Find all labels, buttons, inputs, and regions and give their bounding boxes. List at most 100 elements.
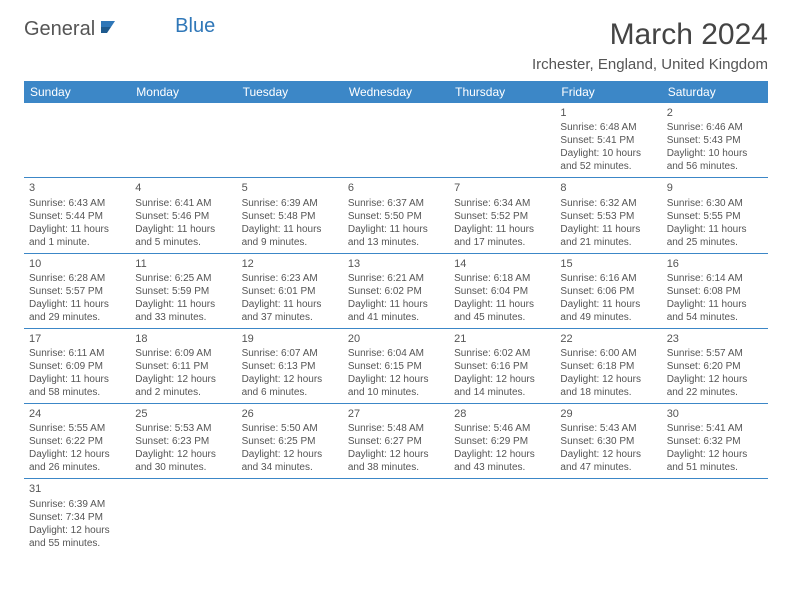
day-info: Sunset: 5:59 PM — [135, 285, 231, 298]
calendar-day: 24Sunrise: 5:55 AMSunset: 6:22 PMDayligh… — [24, 404, 130, 479]
calendar-day — [449, 103, 555, 178]
day-info: Daylight: 12 hours — [454, 448, 550, 461]
day-header: Thursday — [449, 81, 555, 103]
calendar-day: 16Sunrise: 6:14 AMSunset: 6:08 PMDayligh… — [662, 253, 768, 328]
calendar-day — [24, 103, 130, 178]
calendar-day: 12Sunrise: 6:23 AMSunset: 6:01 PMDayligh… — [237, 253, 343, 328]
day-number: 26 — [242, 407, 338, 421]
day-number: 15 — [560, 257, 656, 271]
day-info: and 55 minutes. — [29, 537, 125, 550]
day-info: Sunrise: 6:07 AM — [242, 347, 338, 360]
calendar-day: 1Sunrise: 6:48 AMSunset: 5:41 PMDaylight… — [555, 103, 661, 178]
calendar-table: Sunday Monday Tuesday Wednesday Thursday… — [24, 81, 768, 554]
calendar-day: 2Sunrise: 6:46 AMSunset: 5:43 PMDaylight… — [662, 103, 768, 178]
flag-icon — [101, 19, 123, 40]
day-info: Sunrise: 6:25 AM — [135, 272, 231, 285]
day-info: Sunset: 6:23 PM — [135, 435, 231, 448]
calendar-day: 17Sunrise: 6:11 AMSunset: 6:09 PMDayligh… — [24, 328, 130, 403]
day-info: Daylight: 12 hours — [242, 373, 338, 386]
calendar-week: 1Sunrise: 6:48 AMSunset: 5:41 PMDaylight… — [24, 103, 768, 178]
day-info: Sunrise: 6:43 AM — [29, 197, 125, 210]
day-info: and 54 minutes. — [667, 311, 763, 324]
day-number: 10 — [29, 257, 125, 271]
calendar-week: 3Sunrise: 6:43 AMSunset: 5:44 PMDaylight… — [24, 178, 768, 253]
day-header: Monday — [130, 81, 236, 103]
calendar-day: 29Sunrise: 5:43 AMSunset: 6:30 PMDayligh… — [555, 404, 661, 479]
day-number: 1 — [560, 106, 656, 120]
calendar-day: 21Sunrise: 6:02 AMSunset: 6:16 PMDayligh… — [449, 328, 555, 403]
day-info: and 9 minutes. — [242, 236, 338, 249]
calendar-day: 26Sunrise: 5:50 AMSunset: 6:25 PMDayligh… — [237, 404, 343, 479]
day-info: Sunrise: 5:53 AM — [135, 422, 231, 435]
day-header: Sunday — [24, 81, 130, 103]
title-block: March 2024 Irchester, England, United Ki… — [532, 18, 768, 73]
calendar-day — [343, 479, 449, 554]
day-info: and 41 minutes. — [348, 311, 444, 324]
day-info: and 5 minutes. — [135, 236, 231, 249]
day-info: Sunset: 6:09 PM — [29, 360, 125, 373]
day-info: Sunrise: 6:32 AM — [560, 197, 656, 210]
day-info: Sunset: 6:15 PM — [348, 360, 444, 373]
day-info: Daylight: 11 hours — [454, 298, 550, 311]
day-number: 9 — [667, 181, 763, 195]
day-header: Friday — [555, 81, 661, 103]
day-info: Sunrise: 5:41 AM — [667, 422, 763, 435]
day-info: and 51 minutes. — [667, 461, 763, 474]
day-info: Sunset: 6:20 PM — [667, 360, 763, 373]
day-info: and 26 minutes. — [29, 461, 125, 474]
day-info: Sunrise: 6:30 AM — [667, 197, 763, 210]
day-info: Sunset: 6:22 PM — [29, 435, 125, 448]
day-info: Sunset: 6:27 PM — [348, 435, 444, 448]
day-info: and 37 minutes. — [242, 311, 338, 324]
day-info: Sunrise: 6:34 AM — [454, 197, 550, 210]
logo-text-general: General — [24, 18, 95, 41]
day-info: Sunset: 5:57 PM — [29, 285, 125, 298]
day-info: Sunset: 6:13 PM — [242, 360, 338, 373]
day-info: Sunset: 5:55 PM — [667, 210, 763, 223]
day-header: Wednesday — [343, 81, 449, 103]
calendar-day: 8Sunrise: 6:32 AMSunset: 5:53 PMDaylight… — [555, 178, 661, 253]
day-info: Daylight: 12 hours — [29, 448, 125, 461]
location: Irchester, England, United Kingdom — [532, 56, 768, 73]
day-info: Daylight: 11 hours — [135, 298, 231, 311]
day-number: 31 — [29, 482, 125, 496]
day-info: Sunrise: 5:43 AM — [560, 422, 656, 435]
day-header: Tuesday — [237, 81, 343, 103]
day-info: Sunset: 6:32 PM — [667, 435, 763, 448]
day-info: Sunset: 6:06 PM — [560, 285, 656, 298]
day-info: and 34 minutes. — [242, 461, 338, 474]
day-info: Sunrise: 6:14 AM — [667, 272, 763, 285]
day-info: Sunrise: 6:28 AM — [29, 272, 125, 285]
day-number: 7 — [454, 181, 550, 195]
day-number: 12 — [242, 257, 338, 271]
day-info: and 14 minutes. — [454, 386, 550, 399]
day-info: Daylight: 11 hours — [560, 298, 656, 311]
day-info: and 58 minutes. — [29, 386, 125, 399]
day-info: Sunset: 5:53 PM — [560, 210, 656, 223]
day-info: Sunrise: 6:48 AM — [560, 121, 656, 134]
day-number: 18 — [135, 332, 231, 346]
calendar-day: 14Sunrise: 6:18 AMSunset: 6:04 PMDayligh… — [449, 253, 555, 328]
day-info: Daylight: 12 hours — [348, 448, 444, 461]
day-info: Sunrise: 6:09 AM — [135, 347, 231, 360]
day-number: 30 — [667, 407, 763, 421]
calendar-day: 23Sunrise: 5:57 AMSunset: 6:20 PMDayligh… — [662, 328, 768, 403]
day-info: and 30 minutes. — [135, 461, 231, 474]
day-header: Saturday — [662, 81, 768, 103]
day-number: 20 — [348, 332, 444, 346]
day-info: Sunrise: 5:57 AM — [667, 347, 763, 360]
day-info: and 29 minutes. — [29, 311, 125, 324]
calendar-day: 27Sunrise: 5:48 AMSunset: 6:27 PMDayligh… — [343, 404, 449, 479]
day-info: Sunrise: 6:04 AM — [348, 347, 444, 360]
day-number: 6 — [348, 181, 444, 195]
day-info: Sunset: 5:46 PM — [135, 210, 231, 223]
calendar-day — [662, 479, 768, 554]
day-info: and 6 minutes. — [242, 386, 338, 399]
day-info: Daylight: 12 hours — [560, 373, 656, 386]
day-info: Daylight: 11 hours — [135, 223, 231, 236]
day-info: Sunrise: 5:46 AM — [454, 422, 550, 435]
day-info: and 10 minutes. — [348, 386, 444, 399]
day-info: Daylight: 12 hours — [454, 373, 550, 386]
day-info: and 43 minutes. — [454, 461, 550, 474]
day-info: Sunset: 6:01 PM — [242, 285, 338, 298]
